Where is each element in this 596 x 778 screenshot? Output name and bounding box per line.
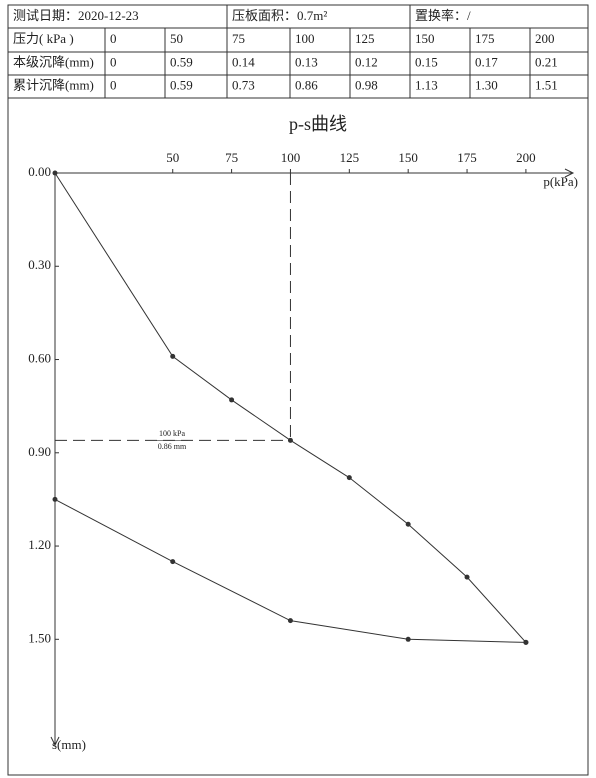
x-tick-label: 175 — [457, 150, 477, 165]
table-cell: 0 — [110, 54, 117, 69]
ps-curve — [54, 172, 527, 643]
table-cell: 本级沉降(mm) — [13, 54, 94, 69]
table-header-cell: 测试日期：2020-12-23 — [13, 8, 139, 23]
table-cell: 0.21 — [535, 54, 558, 69]
y-tick-label: 1.20 — [28, 537, 51, 552]
x-tick-label: 125 — [340, 150, 360, 165]
table-cell: 125 — [355, 31, 375, 46]
table-cell: 50 — [170, 31, 183, 46]
x-axis-label: p(kPa) — [543, 174, 578, 189]
table-cell: 0.59 — [170, 54, 193, 69]
data-point — [405, 521, 411, 527]
data-point — [464, 574, 470, 580]
data-point — [170, 559, 176, 565]
y-tick-label: 0.30 — [28, 257, 51, 272]
data-point — [346, 475, 352, 481]
table-cell: 1.51 — [535, 77, 558, 92]
y-tick-label: 1.50 — [28, 630, 51, 645]
x-tick-label: 50 — [166, 150, 179, 165]
data-point — [523, 639, 529, 645]
data-point — [405, 636, 411, 642]
y-tick-label: 0.00 — [28, 164, 51, 179]
y-tick-label: 0.90 — [28, 444, 51, 459]
table-header-cell: 置换率：/ — [415, 8, 471, 23]
table-cell: 0.17 — [475, 54, 498, 69]
y-tick-label: 0.60 — [28, 351, 51, 366]
data-point — [52, 170, 58, 176]
y-axis-label: s(mm) — [52, 737, 86, 752]
table-cell: 1.30 — [475, 77, 498, 92]
table-cell: 0.12 — [355, 54, 378, 69]
data-point — [229, 397, 235, 403]
table-cell: 0.73 — [232, 77, 255, 92]
chart-title: p-s曲线 — [289, 114, 347, 134]
table-cell: 压力( kPa ) — [13, 31, 74, 46]
data-point — [170, 353, 176, 359]
x-tick-label: 100 — [281, 150, 301, 165]
table-cell: 0.86 — [295, 77, 318, 92]
table-cell: 0 — [110, 31, 117, 46]
table-cell: 75 — [232, 31, 245, 46]
chart-border — [7, 97, 589, 776]
table-cell: 0.14 — [232, 54, 255, 69]
x-tick-label: 200 — [516, 150, 536, 165]
table-cell: 0.13 — [295, 54, 318, 69]
data-point — [287, 618, 293, 624]
table-cell: 100 — [295, 31, 315, 46]
table-cell: 累计沉降(mm) — [13, 77, 94, 92]
data-point — [287, 437, 293, 443]
table-cell: 1.13 — [415, 77, 438, 92]
y-arrow — [50, 736, 60, 747]
table-cell: 200 — [535, 31, 555, 46]
annotation-label: 0.86 mm — [158, 442, 187, 451]
table-cell: 0.59 — [170, 77, 193, 92]
x-tick-label: 75 — [225, 150, 238, 165]
table-cell: 0.15 — [415, 54, 438, 69]
table-header-cell: 压板面积：0.7m² — [232, 8, 327, 23]
data-point — [52, 496, 58, 502]
table-cell: 175 — [475, 31, 495, 46]
x-tick-label: 150 — [398, 150, 418, 165]
table-cell: 0.98 — [355, 77, 378, 92]
table-cell: 0 — [110, 77, 117, 92]
table-cell: 150 — [415, 31, 435, 46]
annotation-label: 100 kPa — [159, 429, 185, 438]
x-arrow — [564, 168, 575, 178]
